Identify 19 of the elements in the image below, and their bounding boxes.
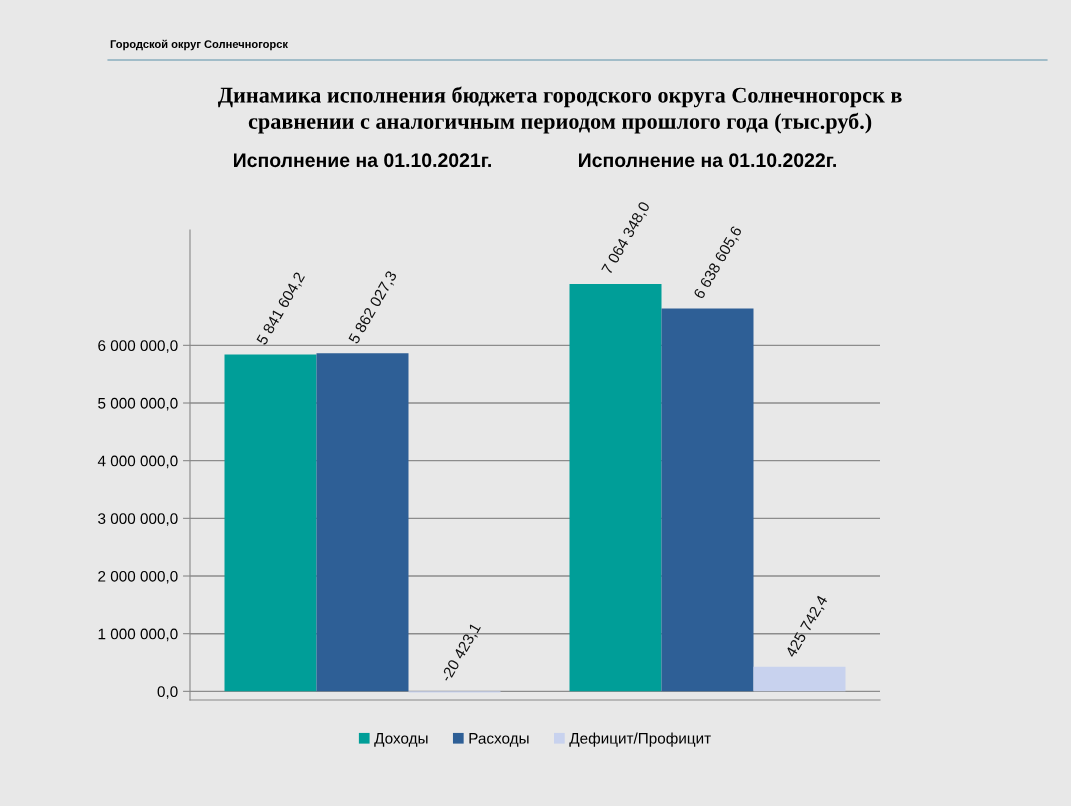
y-tick-label: 1 000 000,0 — [98, 628, 178, 642]
bar — [569, 283, 662, 692]
text: Городской округ Солнечногорск — [110, 39, 288, 51]
x-tick-label: Исполнение на 01.10.2022г. — [579, 153, 836, 168]
y-tick-label: 5 000 000,0 — [98, 397, 178, 411]
chart-title: Динамика исполнения бюджета городского округа Солнечногорск в сравнении с аналогичным периодом прошлого года (тыс.руб.) — [217, 86, 902, 134]
legend-label: Доходы — [374, 733, 428, 747]
y-tick-label: 4 000 000,0 — [97, 455, 178, 469]
y-tick-label: 0,0 — [157, 686, 178, 699]
legend-label: Дефицит/Профицит — [569, 732, 711, 747]
x-tick-label: Исполнение на 01.10.2021г. — [234, 153, 491, 168]
y-tick-label: 6 000 000,0 — [98, 340, 178, 353]
legend-label: Расходы — [469, 733, 529, 747]
bar — [224, 354, 317, 692]
bar — [661, 308, 754, 692]
bar — [753, 666, 846, 692]
bar — [316, 353, 409, 692]
y-tick-label: 2 000 000,0 — [98, 570, 178, 584]
y-tick-label: 3 000 000,0 — [98, 513, 178, 526]
